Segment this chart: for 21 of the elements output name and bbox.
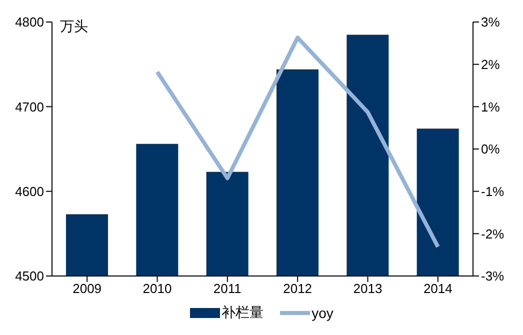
x-tick-label: 2013 — [353, 281, 382, 296]
y2-tick-label: -3% — [481, 268, 505, 284]
y2-tick-label: 2% — [481, 56, 500, 72]
y-tick-label: 4700 — [15, 99, 44, 114]
line-series — [155, 36, 440, 249]
x-tick-label: 2012 — [283, 281, 312, 296]
y-tick-label: 4500 — [15, 268, 44, 284]
y2-tick-label: -2% — [481, 226, 505, 242]
y2-tick-label: 3% — [481, 14, 500, 30]
y-tick-label: 4800 — [15, 14, 44, 30]
x-tick-label: 2011 — [213, 281, 242, 296]
x-tick-label: 2010 — [142, 281, 172, 296]
y2-tick-label: 1% — [481, 99, 500, 114]
y-axis-title: 万头 — [60, 18, 88, 36]
x-tick-label: 2014 — [423, 281, 452, 296]
x-tick-label: 2009 — [72, 281, 102, 296]
legend-label: 补栏量 — [222, 304, 264, 322]
y2-tick-label: 0% — [481, 142, 500, 157]
legend-label: yoy — [312, 305, 334, 321]
y-tick-label: 4600 — [15, 184, 44, 199]
y2-tick-label: -1% — [481, 184, 505, 199]
